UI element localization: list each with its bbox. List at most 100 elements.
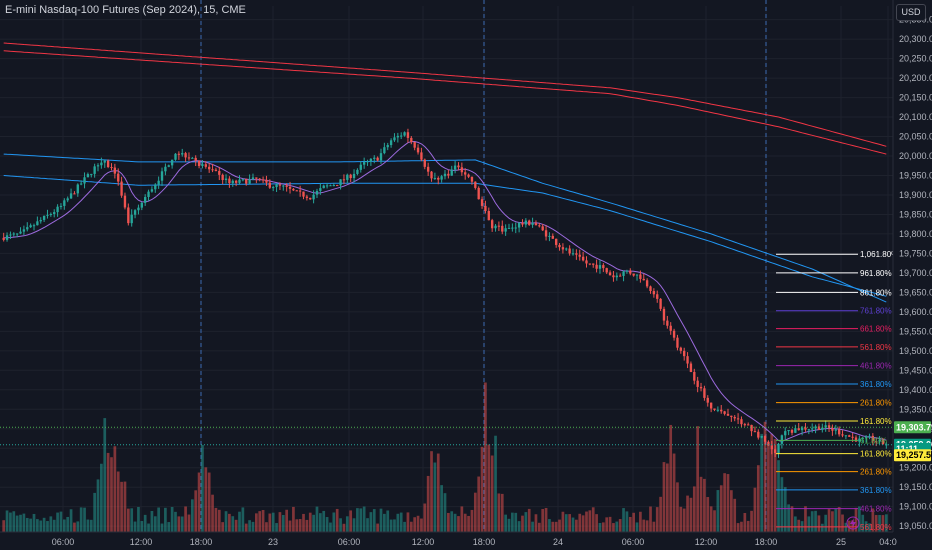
candle-body [339,179,342,186]
volume-bar [423,503,427,532]
moving-average-line [3,175,887,297]
candle-body [561,247,565,250]
volume-bar [238,511,241,532]
volume-bar [884,514,888,532]
candle-body [224,178,228,181]
candle-body [777,443,780,454]
candle-body [197,160,201,167]
price-axis[interactable]: 20,350.0020,300.0020,250.0020,200.0020,1… [899,15,932,532]
candle-body [400,135,403,137]
volume-bar [433,462,437,532]
volume-bar [275,523,278,532]
volume-bar [632,512,636,532]
volume-bar [167,522,171,532]
candle-body [292,188,295,191]
volume-bar [15,515,19,532]
volume-bar [730,490,733,532]
candle-body [618,275,622,277]
candle-body [709,402,713,409]
candle-body [581,256,585,261]
currency-button[interactable]: USD [896,4,926,21]
fibonacci-extension[interactable]: 1,061.80% 961.80% 861.80% 761.80% 661.80% 561… [776,250,898,532]
alert-bolt-icon[interactable] [846,516,860,530]
volume-bar [618,519,622,532]
volume-bar [177,516,181,532]
volume-bar [254,513,258,532]
volume-bar [399,512,403,532]
volume-bar [332,512,336,532]
candle-body [871,435,875,442]
time-axis[interactable]: 06:00 12:00 18:00 23 06:00 12:00 18:00 24 06:00 1… [52,537,897,547]
fib-level-label: 661.80% [860,325,892,334]
time-axis-panel[interactable] [0,532,932,550]
candle-body [26,227,29,230]
time-tick-label: 06:00 [52,537,75,547]
candle-body [164,166,167,172]
volume-bar [312,514,315,532]
volume-bar [140,521,144,532]
candle-body [76,184,79,194]
moving-average-line [3,42,887,147]
volume-bar [719,485,723,532]
price-tick-label: 19,350.00 [899,404,932,414]
price-tag-label: 19,257.50 [896,450,932,460]
candle-body [514,227,517,229]
price-tick-label: 19,650.00 [899,287,932,297]
candle-body [864,436,868,438]
volume-bar [126,508,130,532]
volume-bar [265,522,268,532]
candle-body [571,253,575,255]
volume-bar [436,453,440,532]
fib-level-label: 961.80% [860,269,892,278]
candle-body [858,438,861,442]
volume-bar [807,516,811,532]
volume-bar [676,482,679,532]
candle-body [699,386,703,389]
candle-body [753,431,757,433]
price-tick-label: 19,400.00 [899,385,932,395]
candle-body [379,153,383,161]
volume-bar [588,510,592,532]
volume-bar [5,510,9,532]
candle-body [147,191,150,198]
volume-bar [605,517,609,532]
volume-bar [868,523,871,532]
volume-bar [420,518,423,532]
volume-bar [281,514,285,532]
volume-bar [298,519,302,532]
candle-body [447,173,450,176]
candle-body [784,431,787,436]
volume-bar [490,455,494,532]
volume-bar [847,520,851,532]
candle-body [63,200,66,206]
candle-body [2,237,5,240]
candle-body [672,330,676,338]
candle-body [881,439,885,445]
candle-body [157,180,160,185]
candle-body [669,325,672,331]
volume-bar [858,506,861,532]
volume-bar [649,506,652,532]
volume-bar [554,521,558,532]
volume-bar [133,521,137,532]
volume-bar [76,521,80,532]
candle-body [285,185,288,187]
candle-body [740,419,743,425]
time-tick-label: 04:0 [879,537,897,547]
volume-bar [639,511,642,532]
candle-body [79,183,83,185]
volume-bar [325,517,329,532]
volume-bar [224,511,228,532]
candle-body [12,233,15,235]
volume-bar [682,508,686,532]
candle-body [234,180,238,183]
volume-bar [308,512,312,532]
volume-bar [699,476,703,532]
volume-bar [116,471,120,532]
volume-bar [83,507,86,532]
candle-body [676,337,679,348]
volume-bar [447,512,450,532]
volume-bar [689,497,693,532]
